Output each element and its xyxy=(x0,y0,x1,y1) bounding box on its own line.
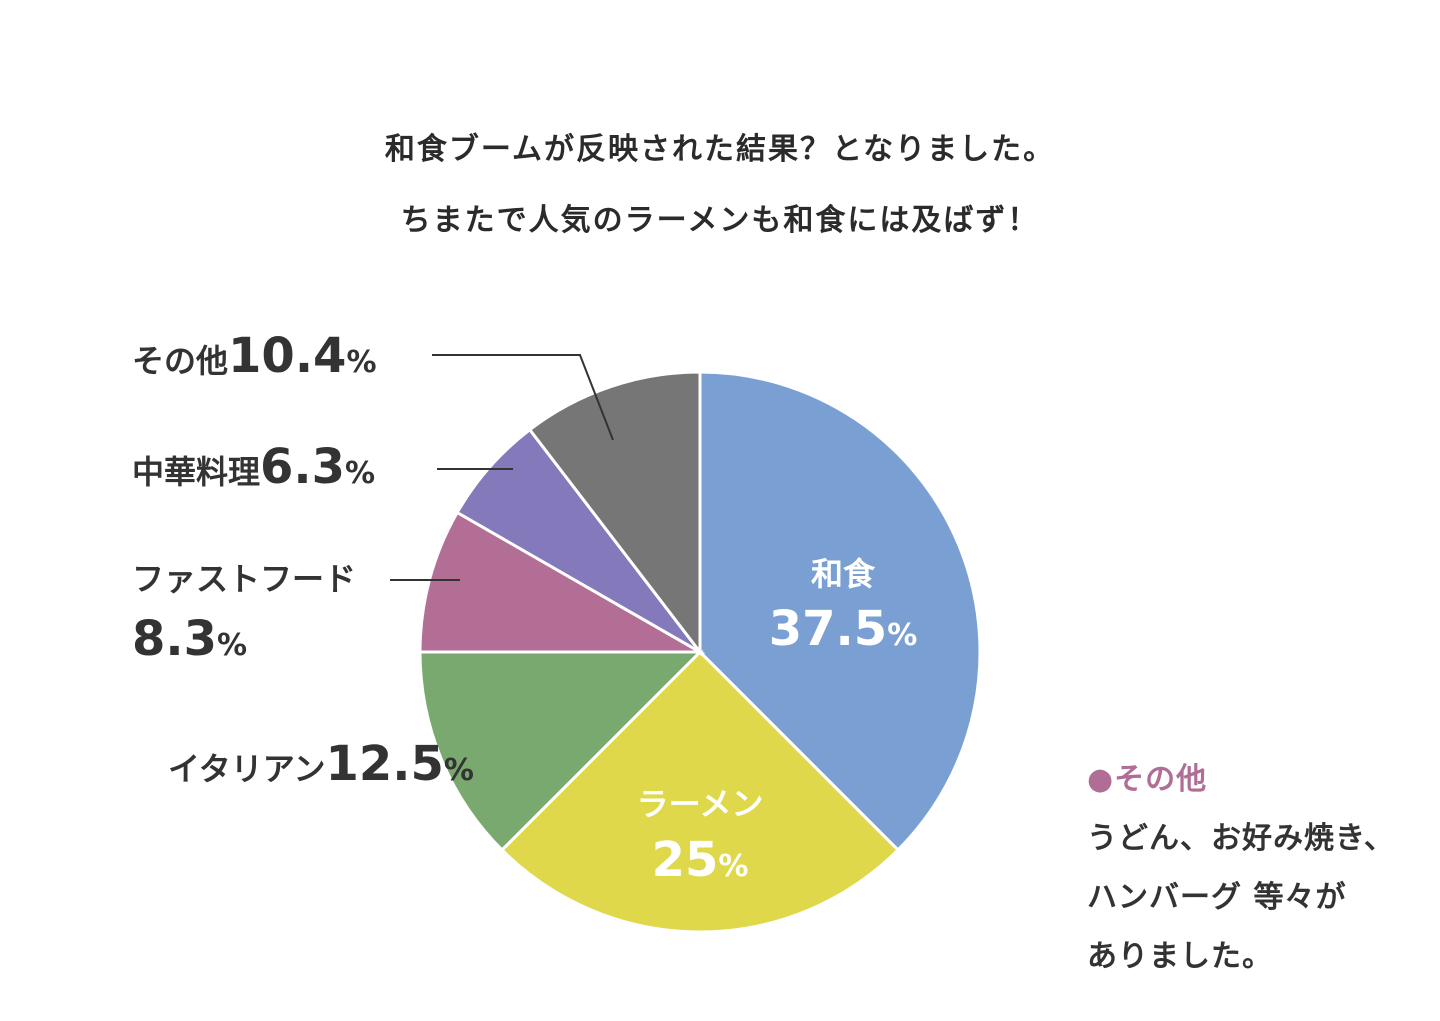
heading-line-1: 和食ブームが反映された結果？となりました。 xyxy=(384,132,1056,167)
slice-value-other: 10.4 xyxy=(228,328,346,384)
slice-value-chuka: 6.3 xyxy=(260,439,345,495)
slice-value-fastfood: 8.3% xyxy=(132,611,247,667)
slice-label-group-chuka: 中華料理6.3% xyxy=(132,439,375,495)
slice-label-group-italian: イタリアン12.5% xyxy=(168,736,474,792)
slice-label-ramen: ラーメン xyxy=(637,785,764,823)
slice-label-group-other: その他10.4% xyxy=(132,328,377,384)
pie-slice-italian xyxy=(418,650,704,853)
slice-label-washoku: 和食 xyxy=(811,555,876,593)
other-note-title: ●その他 xyxy=(1087,762,1208,797)
slice-value-washoku: 37.5% xyxy=(769,601,918,657)
pie-slice-ramen xyxy=(499,649,901,934)
other-note-line-1: うどん、お好み焼き、 xyxy=(1087,821,1395,856)
pie-slice-washoku xyxy=(698,370,982,853)
slice-label-italian: イタリアン xyxy=(168,750,325,788)
slice-label-chuka: 中華料理 xyxy=(132,453,260,491)
heading-line-2: ちまたで人気のラーメンも和食には及ばず！ xyxy=(400,203,1040,238)
slice-value-italian: 12.5 xyxy=(325,736,443,792)
slice-label-fastfood: ファストフード xyxy=(132,560,356,598)
pie-slice-other xyxy=(527,370,702,657)
other-note-line-3: ありました。 xyxy=(1087,939,1273,974)
slice-label-other: その他 xyxy=(132,342,228,380)
other-note-line-2: ハンバーグ 等々が xyxy=(1087,880,1347,915)
slice-value-ramen: 25% xyxy=(652,832,749,888)
other-note: ●その他 うどん、お好み焼き、 ハンバーグ 等々が ありました。 xyxy=(1087,750,1427,986)
leader-line-other xyxy=(432,354,614,441)
